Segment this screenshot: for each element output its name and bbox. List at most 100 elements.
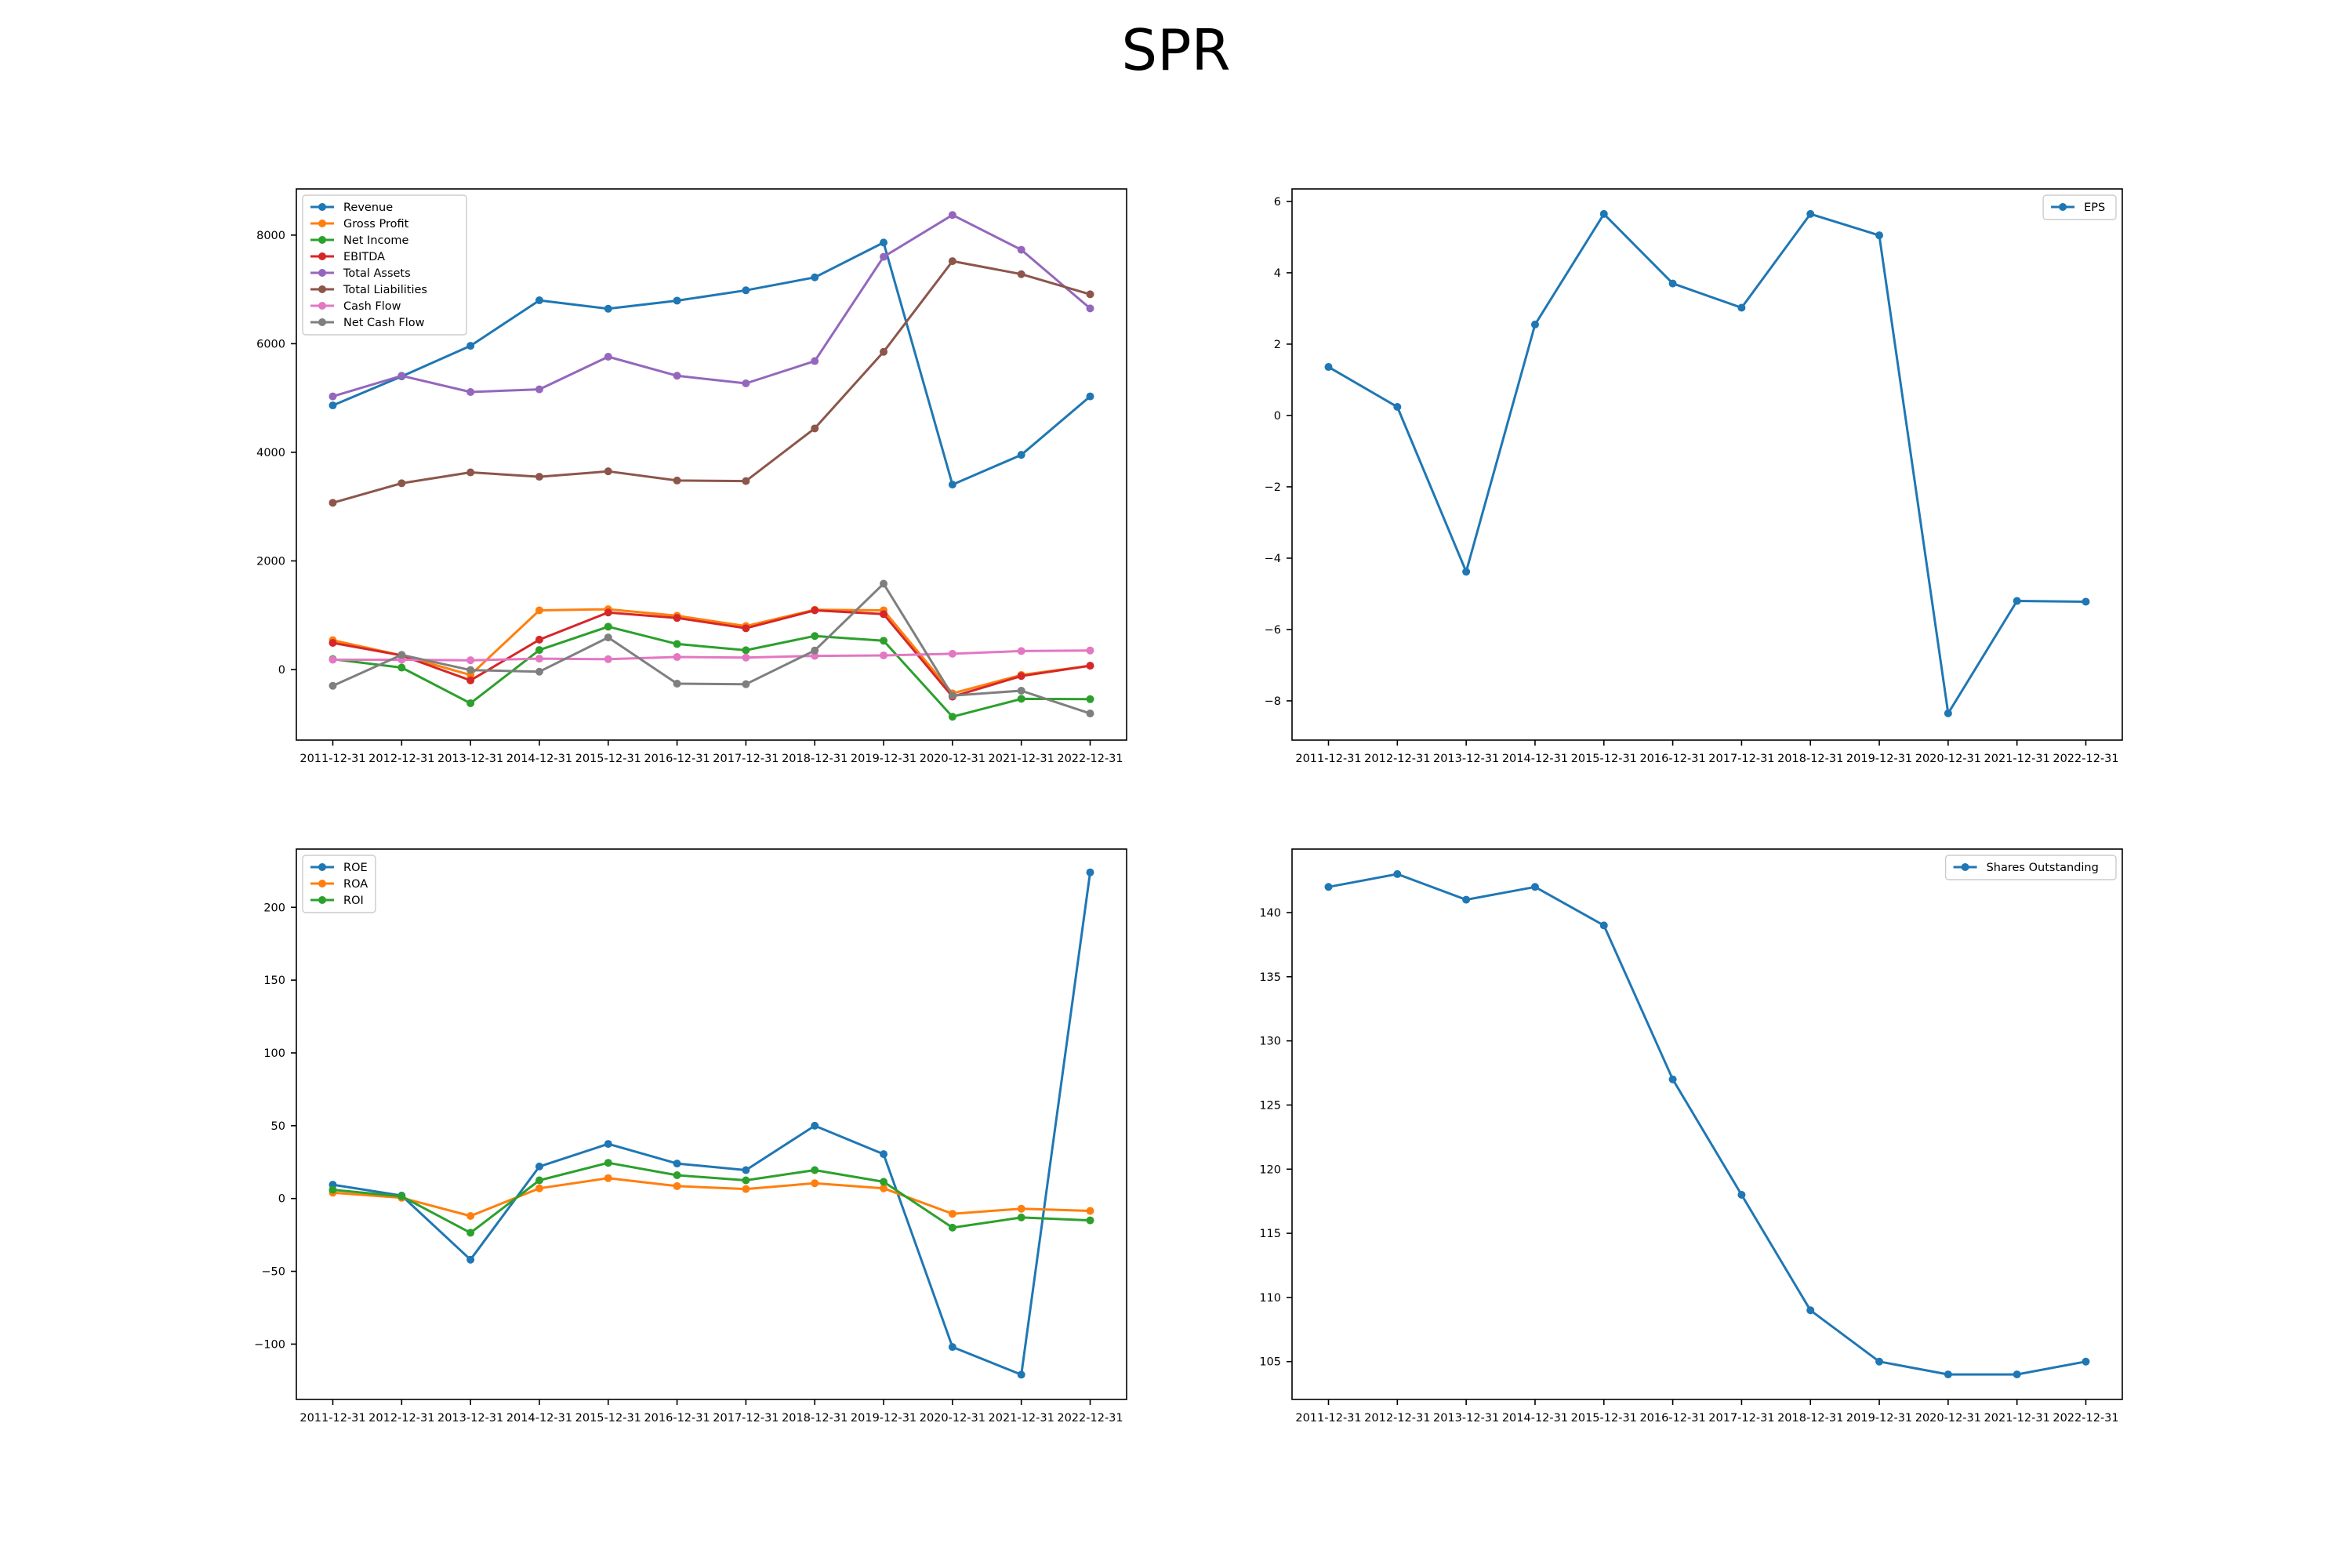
chart-panel-1: 2011-12-31 2012-12-31 2013-12-31 2014-12-31… xyxy=(256,188,1127,765)
data-point xyxy=(1086,662,1094,670)
data-point xyxy=(673,614,681,622)
data-point xyxy=(1017,245,1025,254)
y-tick-label: 110 xyxy=(1259,1292,1281,1305)
x-tick-label: 2021-12-31 xyxy=(1984,753,2050,765)
data-point xyxy=(673,296,681,305)
data-point xyxy=(742,646,750,655)
x-tick-label: 2018-12-31 xyxy=(782,1412,848,1425)
axes-frame xyxy=(1291,188,2123,741)
x-tick-label: 2015-12-31 xyxy=(1571,1412,1637,1425)
data-point xyxy=(328,1185,337,1194)
data-point xyxy=(880,1184,888,1192)
data-point xyxy=(466,1229,475,1237)
x-tick-label: 2011-12-31 xyxy=(299,1412,365,1425)
legend-marker xyxy=(318,203,326,211)
legend-entry: Gross Profit xyxy=(343,218,409,230)
legend-entry: ROA xyxy=(343,878,368,891)
data-point xyxy=(535,606,543,615)
y-tick-label: 0 xyxy=(1274,410,1281,423)
data-point xyxy=(397,663,406,672)
series-line-total-assets xyxy=(332,213,1091,398)
data-point xyxy=(948,257,956,266)
y-tick-label: 8000 xyxy=(256,230,285,242)
x-tick-label: 2011-12-31 xyxy=(1295,1412,1361,1425)
x-tick-label: 2011-12-31 xyxy=(299,753,365,765)
data-point xyxy=(466,388,475,397)
x-tick-label: 2013-12-31 xyxy=(1433,753,1499,765)
x-tick-label: 2017-12-31 xyxy=(1708,1412,1774,1425)
data-point xyxy=(535,473,543,481)
legend-entry: Shares Outstanding xyxy=(1987,862,2099,874)
series-line-ebitda xyxy=(332,609,1091,699)
data-point xyxy=(811,1121,819,1130)
y-tick-label: −4 xyxy=(1265,553,1281,565)
x-tick-label: 2022-12-31 xyxy=(1057,1412,1123,1425)
series-line-roi xyxy=(332,1161,1091,1234)
legend-entry: Total Liabilities xyxy=(343,284,427,296)
data-point xyxy=(1599,209,1608,218)
x-tick-label: 2018-12-31 xyxy=(782,753,848,765)
legend-box xyxy=(302,194,467,336)
data-point xyxy=(604,608,612,617)
data-point xyxy=(1086,392,1094,401)
legend-entry: ROI xyxy=(343,895,364,907)
data-point xyxy=(466,342,475,350)
y-tick-label: 100 xyxy=(263,1047,285,1060)
x-tick-label: 2013-12-31 xyxy=(437,1412,503,1425)
data-point xyxy=(604,633,612,642)
data-point xyxy=(742,1185,750,1193)
y-tick-label: 150 xyxy=(263,975,285,987)
chart-panel-4: 2011-12-31 2012-12-31 2013-12-31 2014-12-31… xyxy=(1259,848,2123,1425)
series-line-revenue xyxy=(332,241,1091,486)
data-point xyxy=(742,286,750,295)
data-point xyxy=(742,1176,750,1185)
data-point xyxy=(535,296,543,305)
x-tick-label: 2015-12-31 xyxy=(1571,753,1637,765)
legend-marker xyxy=(318,863,326,871)
series-line-cash-flow xyxy=(332,649,1091,662)
data-point xyxy=(2013,1370,2021,1379)
data-point xyxy=(328,639,337,648)
x-tick-label: 2020-12-31 xyxy=(920,753,985,765)
y-tick-label: 115 xyxy=(1259,1228,1281,1240)
x-tick-label: 2013-12-31 xyxy=(437,753,503,765)
data-point xyxy=(328,681,337,690)
data-point xyxy=(1017,1213,1025,1221)
data-point xyxy=(880,238,888,247)
x-tick-label: 2018-12-31 xyxy=(1777,1412,1843,1425)
data-point xyxy=(742,680,750,688)
data-point xyxy=(328,499,337,507)
data-point xyxy=(880,1150,888,1159)
data-point xyxy=(328,655,337,664)
data-point xyxy=(742,477,750,485)
data-point xyxy=(1875,231,1884,240)
x-tick-label: 2012-12-31 xyxy=(368,753,434,765)
legend: EPS xyxy=(2042,194,2117,220)
data-point xyxy=(948,481,956,489)
data-point xyxy=(604,467,612,476)
legend-marker xyxy=(1961,863,1969,871)
y-tick-label: 105 xyxy=(1259,1356,1281,1369)
x-tick-label: 2013-12-31 xyxy=(1433,1412,1499,1425)
series-line-shares-outstanding xyxy=(1327,873,2087,1376)
data-point xyxy=(1875,1357,1884,1366)
legend-entry: Total Assets xyxy=(343,267,411,280)
data-point xyxy=(466,676,475,684)
data-point xyxy=(535,1176,543,1185)
x-tick-label: 2019-12-31 xyxy=(851,753,916,765)
data-point xyxy=(604,655,612,663)
x-tick-label: 2016-12-31 xyxy=(1639,1412,1705,1425)
data-point xyxy=(1806,1306,1815,1315)
legend: Shares Outstanding xyxy=(1944,855,2117,880)
data-point xyxy=(1017,270,1025,278)
data-point xyxy=(1737,1191,1746,1199)
x-tick-label: 2018-12-31 xyxy=(1777,753,1843,765)
legend-marker xyxy=(318,880,326,887)
legend: ROE ROA ROI xyxy=(302,855,376,913)
data-point xyxy=(811,646,819,655)
data-point xyxy=(1017,1370,1025,1379)
legend-marker xyxy=(318,252,326,260)
y-tick-label: 6000 xyxy=(256,338,285,350)
y-tick-label: 4 xyxy=(1274,267,1281,280)
chart-panel-3: 2011-12-31 2012-12-31 2013-12-31 2014-12-31… xyxy=(254,848,1127,1425)
